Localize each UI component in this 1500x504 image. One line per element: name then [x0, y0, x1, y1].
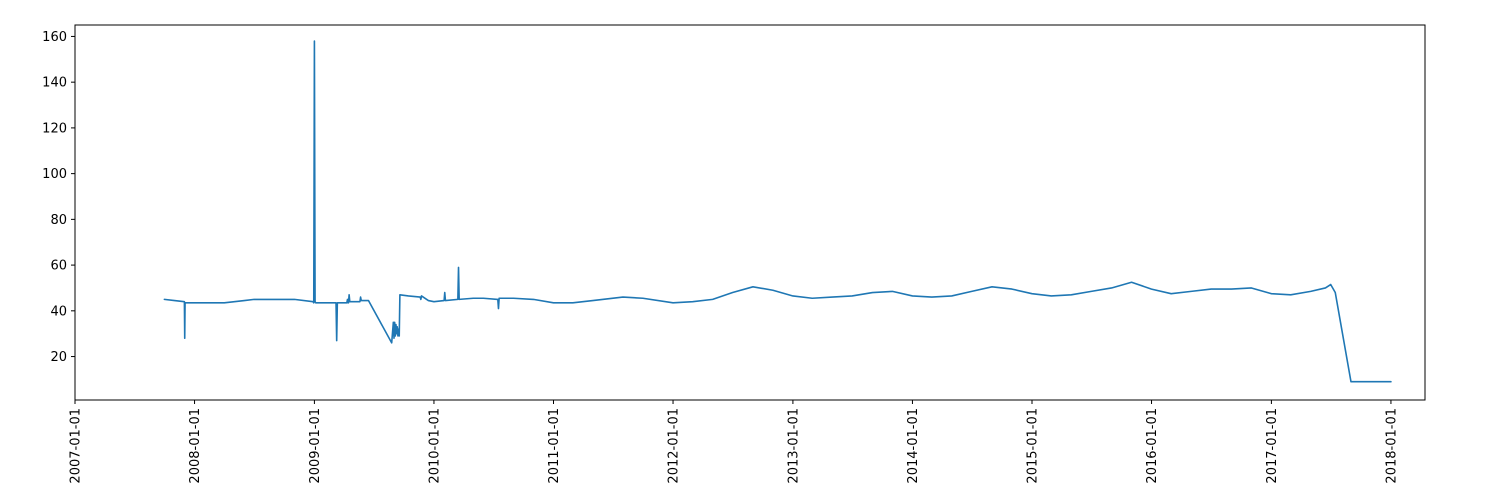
x-tick-label: 2011-01-01 [547, 408, 562, 484]
y-tick-label: 80 [50, 213, 67, 228]
x-tick-label: 2013-01-01 [786, 408, 801, 484]
x-tick-label: 2018-01-01 [1384, 408, 1399, 484]
x-axis: 2007-01-01 2008-01-01 2009-01-01 2010-01-01… [69, 400, 1399, 484]
y-tick-label: 20 [50, 350, 67, 365]
y-tick-label: 160 [42, 30, 67, 45]
x-tick-label: 2009-01-01 [308, 408, 323, 484]
x-tick-label: 2015-01-01 [1025, 408, 1040, 484]
x-tick-label: 2017-01-01 [1265, 408, 1280, 484]
x-tick-label: 2008-01-01 [188, 408, 203, 484]
series-line-0 [163, 40, 1392, 383]
y-axis: 20 40 60 80 100 120 140 160 [42, 30, 75, 365]
plot-series-group [163, 40, 1392, 383]
x-tick-label: 2010-01-01 [427, 408, 442, 484]
y-tick-label: 120 [42, 121, 67, 136]
x-tick-label: 2012-01-01 [667, 408, 682, 484]
plot-frame [74, 24, 1426, 401]
x-tick-label: 2014-01-01 [906, 408, 921, 484]
y-tick-label: 40 [50, 304, 67, 319]
y-tick-label: 140 [42, 76, 67, 91]
y-tick-label: 100 [42, 167, 67, 182]
y-tick-label: 60 [50, 259, 67, 274]
x-tick-label: 2007-01-01 [69, 408, 84, 484]
x-tick-label: 2016-01-01 [1145, 408, 1160, 484]
